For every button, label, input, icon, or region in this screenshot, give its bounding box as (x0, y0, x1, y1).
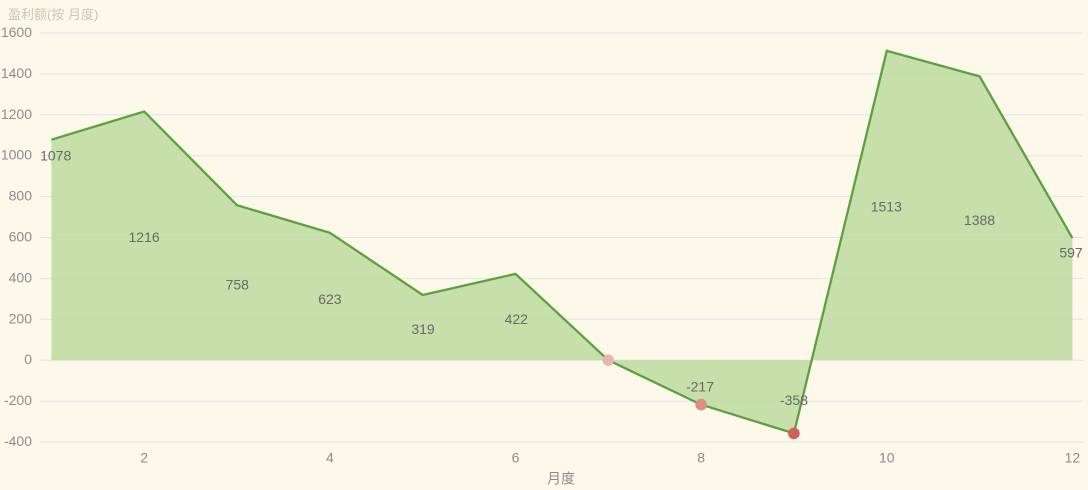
svg-text:319: 319 (411, 321, 435, 337)
svg-text:-358: -358 (780, 392, 808, 408)
svg-text:8: 8 (697, 450, 705, 466)
svg-text:600: 600 (9, 229, 33, 245)
svg-text:-400: -400 (4, 433, 32, 449)
svg-text:1400: 1400 (1, 65, 32, 81)
svg-text:2: 2 (140, 450, 148, 466)
svg-text:623: 623 (318, 291, 342, 307)
svg-text:-200: -200 (4, 392, 32, 408)
svg-text:422: 422 (505, 311, 529, 327)
svg-text:1216: 1216 (129, 229, 160, 245)
svg-text:597: 597 (1059, 245, 1083, 261)
svg-text:1200: 1200 (1, 106, 32, 122)
svg-text:-217: -217 (686, 379, 714, 395)
svg-text:400: 400 (9, 269, 33, 285)
svg-text:1000: 1000 (1, 147, 32, 163)
svg-text:月度: 月度 (547, 471, 575, 487)
svg-text:0: 0 (24, 351, 32, 367)
svg-text:10: 10 (879, 450, 895, 466)
svg-text:758: 758 (226, 277, 250, 293)
svg-text:1078: 1078 (40, 148, 71, 164)
svg-text:4: 4 (326, 450, 334, 466)
svg-text:800: 800 (9, 188, 33, 204)
svg-text:1388: 1388 (964, 212, 995, 228)
svg-text:6: 6 (512, 450, 520, 466)
svg-text:200: 200 (9, 310, 33, 326)
svg-text:1600: 1600 (1, 24, 32, 40)
svg-text:12: 12 (1065, 450, 1081, 466)
svg-text:1513: 1513 (871, 198, 902, 214)
